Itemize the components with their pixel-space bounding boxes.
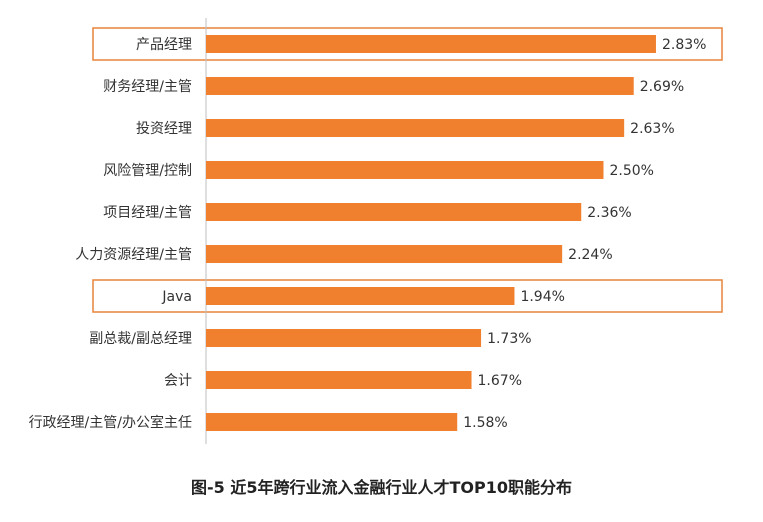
value-label: 1.58% bbox=[463, 415, 507, 431]
value-label: 1.67% bbox=[478, 373, 522, 389]
category-label: 投资经理 bbox=[136, 121, 192, 137]
value-label: 2.83% bbox=[662, 37, 706, 53]
bar bbox=[206, 35, 656, 53]
value-label: 2.24% bbox=[568, 247, 612, 263]
bar bbox=[206, 329, 482, 347]
value-labels: 2.83% 2.69% 2.63% 2.50% 2.36% 2.24% 1.94% 1.73%… bbox=[463, 37, 706, 431]
bar bbox=[206, 371, 472, 389]
highlight-box bbox=[92, 279, 723, 313]
value-label: 2.50% bbox=[610, 163, 654, 179]
category-label: 副总裁/副总经理 bbox=[89, 331, 192, 347]
value-label: 2.69% bbox=[640, 79, 684, 95]
bars-group bbox=[206, 35, 656, 431]
category-label: 行政经理/主管/办公室主任 bbox=[29, 414, 192, 431]
bar bbox=[206, 77, 634, 95]
category-label: 产品经理 bbox=[136, 37, 192, 53]
category-label: Java bbox=[161, 289, 192, 305]
bar bbox=[206, 413, 458, 431]
category-label: 财务经理/主管 bbox=[103, 79, 192, 95]
category-label: 人力资源经理/主管 bbox=[75, 247, 192, 263]
highlight-box bbox=[92, 27, 723, 61]
value-label: 2.36% bbox=[587, 205, 631, 221]
bar bbox=[206, 119, 625, 137]
bar bbox=[206, 161, 604, 179]
value-label: 1.73% bbox=[487, 331, 531, 347]
bar bbox=[206, 245, 563, 263]
category-label: 风险管理/控制 bbox=[103, 163, 192, 179]
bar bbox=[206, 287, 515, 305]
chart-title: 图-5 近5年跨行业流入金融行业人才TOP10职能分布 bbox=[191, 478, 572, 497]
category-label: 项目经理/主管 bbox=[103, 205, 192, 221]
category-label: 会计 bbox=[164, 373, 192, 389]
bar bbox=[206, 203, 582, 221]
value-label: 2.63% bbox=[630, 121, 674, 137]
value-label: 1.94% bbox=[520, 289, 564, 305]
highlight-boxes bbox=[92, 27, 723, 313]
